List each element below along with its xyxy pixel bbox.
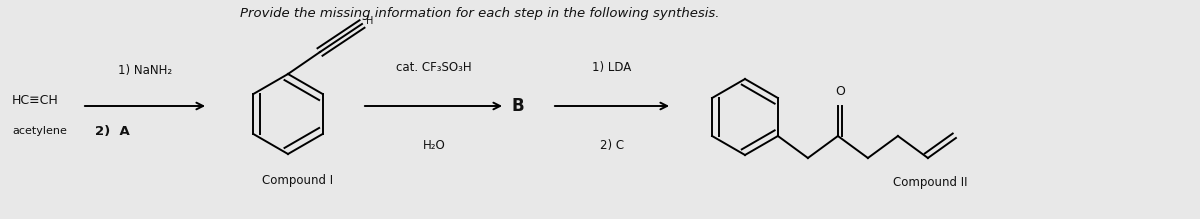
Text: 1) LDA: 1) LDA [593,61,631,74]
Text: O: O [835,85,845,98]
Text: HC≡CH: HC≡CH [12,95,59,108]
Text: 1) NaNH₂: 1) NaNH₂ [118,64,172,77]
Text: 2) C: 2) C [600,139,624,152]
Text: 2)  A: 2) A [95,124,130,138]
Text: H: H [366,16,373,26]
Text: Compound I: Compound I [263,174,334,187]
Text: acetylene: acetylene [12,126,67,136]
Text: Provide the missing information for each step in the following synthesis.: Provide the missing information for each… [240,7,720,20]
Text: B: B [511,97,524,115]
Text: cat. CF₃SO₃H: cat. CF₃SO₃H [396,61,472,74]
Text: H₂O: H₂O [422,139,445,152]
Text: Compound II: Compound II [893,176,967,189]
